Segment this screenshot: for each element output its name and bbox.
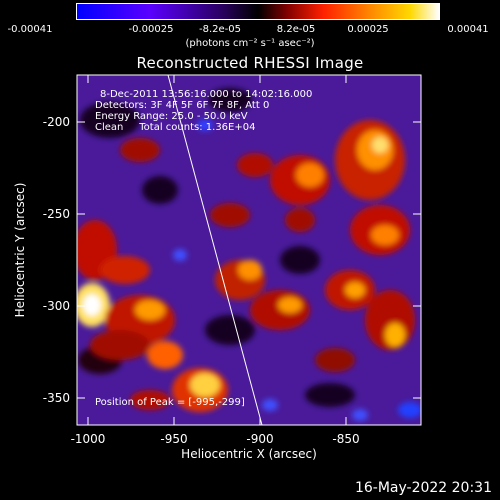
y-axis-label: Heliocentric Y (arcsec) [13, 182, 27, 318]
annotation-time-range: 8-Dec-2011 13:56:16.000 to 14:02:16.000 [100, 89, 313, 100]
plot-frame [76, 74, 422, 426]
y-tick-marks [77, 121, 421, 399]
x-tick-marks [87, 75, 347, 425]
colorbar-tick-2: -0.00025 [128, 24, 174, 35]
x-tick-label: -900 [246, 432, 274, 446]
colorbar-tick-1: -0.00041 [7, 24, 53, 35]
timestamp-footer: 16-May-2022 20:31 [354, 480, 492, 496]
plot-title: Reconstructed RHESSI Image [136, 54, 364, 72]
annotation-total-counts: Clean Total counts: 1.36E+04 [95, 122, 256, 133]
x-axis-label: Heliocentric X (arcsec) [181, 447, 317, 461]
annotation-energy-range: Energy Range: 25.0 - 50.0 keV [95, 111, 248, 122]
annotation-detectors: Detectors: 3F 4F 5F 6F 7F 8F, Att 0 [95, 100, 270, 111]
x-tick-label: -850 [332, 432, 360, 446]
x-tick-label: -1000 [70, 432, 106, 446]
x-tick-label: -950 [160, 432, 188, 446]
y-tick-label: -350 [42, 391, 70, 405]
y-tick-label: -250 [42, 207, 70, 221]
colorbar [76, 3, 440, 20]
y-tick-label: -200 [42, 115, 70, 129]
colorbar-tick-5: 0.00025 [347, 24, 389, 35]
y-tick-label: -300 [42, 299, 70, 313]
colorbar-tick-4: 8.2e-05 [276, 24, 316, 35]
solar-limb-line [167, 75, 263, 425]
colorbar-gradient [77, 4, 439, 19]
emission-blobs [77, 88, 421, 421]
colorbar-units-label: (photons cm⁻² s⁻¹ asec⁻²) [185, 38, 315, 49]
colorbar-tick-6: 0.00041 [447, 24, 489, 35]
colorbar-tick-3: -8.2e-05 [199, 24, 241, 35]
annotation-peak-position: Position of Peak = [-995,-299] [95, 397, 245, 408]
